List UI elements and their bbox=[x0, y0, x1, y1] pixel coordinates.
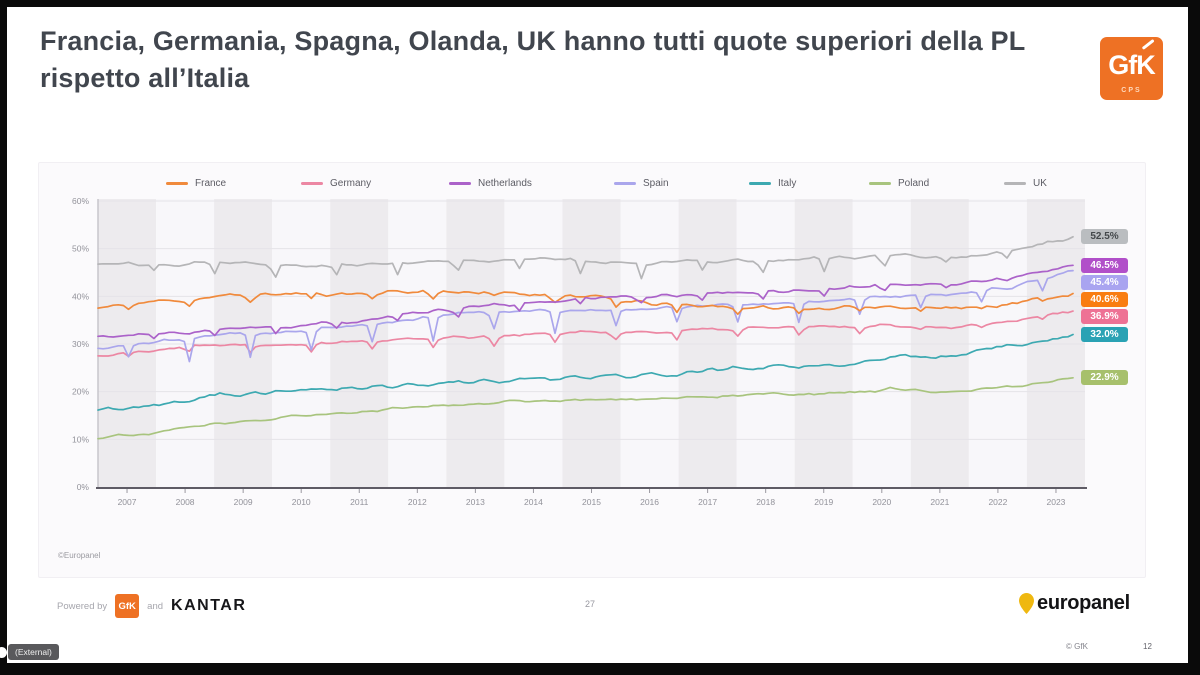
x-axis-tick-label: 2022 bbox=[988, 497, 1007, 507]
end-value-badge-netherlands: 46.5% bbox=[1081, 257, 1128, 273]
year-stripe bbox=[388, 199, 447, 487]
end-value-badge-spain: 45.4% bbox=[1081, 274, 1128, 290]
x-axis-tick-label: 2012 bbox=[408, 497, 427, 507]
y-axis-tick-label: 60% bbox=[72, 196, 89, 206]
y-axis-tick-label: 30% bbox=[72, 339, 89, 349]
legend-swatch-icon bbox=[166, 181, 188, 185]
legend-item-uk: UK bbox=[1004, 177, 1047, 189]
gfk-logo-accent-icon bbox=[1141, 38, 1155, 50]
legend-item-france: France bbox=[166, 177, 226, 189]
line-chart: 0% 10% 20% 30% 40% 50% 60% 2007 2008 2009 2010 2011… bbox=[72, 196, 1087, 507]
footer-powered-by: Powered by GfK and KANTAR bbox=[57, 593, 246, 619]
bottom-copyright: © GfK bbox=[1066, 642, 1088, 651]
year-stripe bbox=[736, 199, 795, 487]
legend-item-italy: Italy bbox=[749, 177, 796, 189]
chart-card: 0% 10% 20% 30% 40% 50% 60% 2007 2008 2009 2010 2011… bbox=[38, 162, 1146, 578]
end-value-badge-germany: 36.9% bbox=[1081, 308, 1128, 324]
x-axis-tick-label: 2016 bbox=[640, 497, 659, 507]
x-axis-tick-label: 2021 bbox=[930, 497, 949, 507]
y-axis-tick-label: 40% bbox=[72, 291, 89, 301]
legend-label: Netherlands bbox=[478, 177, 532, 189]
europanel-logo: europanel bbox=[1019, 592, 1130, 615]
legend-label: Poland bbox=[898, 177, 930, 189]
year-stripe bbox=[678, 199, 737, 487]
chart-copyright: ©Europanel bbox=[58, 551, 101, 560]
y-axis-tick-label: 10% bbox=[72, 434, 89, 444]
year-stripe bbox=[1026, 199, 1085, 487]
series-line-uk bbox=[97, 235, 1074, 280]
year-stripe bbox=[852, 199, 911, 487]
end-value-badge-france: 40.6% bbox=[1081, 291, 1128, 307]
x-axis-tick-label: 2013 bbox=[466, 497, 485, 507]
legend-item-germany: Germany bbox=[301, 177, 371, 189]
y-axis-tick-label: 20% bbox=[72, 387, 89, 397]
legend-label: France bbox=[195, 177, 227, 189]
y-axis-tick-label: 50% bbox=[72, 244, 89, 254]
legend-label: Spain bbox=[643, 177, 669, 189]
x-axis-tick-label: 2015 bbox=[582, 497, 601, 507]
legend-label: UK bbox=[1033, 177, 1047, 189]
end-value-badge-uk: 52.5% bbox=[1081, 229, 1128, 245]
legend-swatch-icon bbox=[869, 181, 891, 185]
legend-swatch-icon bbox=[301, 181, 323, 185]
year-stripe bbox=[910, 199, 969, 487]
legend-label: Germany bbox=[330, 177, 372, 189]
legend-item-spain: Spain bbox=[614, 177, 669, 189]
series-line-italy bbox=[97, 333, 1074, 411]
legend-swatch-icon bbox=[449, 181, 471, 185]
legend-label: Italy bbox=[778, 177, 797, 189]
external-meeting-badge[interactable]: (External) bbox=[8, 644, 59, 660]
and-label: and bbox=[147, 600, 164, 612]
x-axis-tick-label: 2017 bbox=[698, 497, 717, 507]
year-stripe bbox=[620, 199, 679, 487]
x-axis-tick-label: 2014 bbox=[524, 497, 543, 507]
x-axis-tick-label: 2023 bbox=[1047, 497, 1066, 507]
year-stripe bbox=[562, 199, 621, 487]
page-title: Francia, Germania, Spagna, Olanda, UK ha… bbox=[40, 26, 1025, 94]
x-axis-tick-label: 2008 bbox=[176, 497, 195, 507]
year-stripe bbox=[794, 199, 853, 487]
x-axis-tick-label: 2020 bbox=[872, 497, 891, 507]
year-stripe bbox=[504, 199, 563, 487]
powered-by-label: Powered by bbox=[57, 600, 108, 612]
year-stripe bbox=[968, 199, 1027, 487]
x-axis-tick-label: 2007 bbox=[118, 497, 137, 507]
series-line-spain bbox=[97, 269, 1074, 363]
slide-page-number: 27 bbox=[585, 599, 596, 609]
end-value-badge-poland: 22.9% bbox=[1081, 370, 1128, 386]
legend-item-poland: Poland bbox=[869, 177, 929, 189]
legend-swatch-icon bbox=[749, 181, 771, 185]
gfk-logo-subtext: CPS bbox=[1121, 87, 1142, 94]
x-axis-tick-label: 2010 bbox=[292, 497, 311, 507]
x-axis-tick-label: 2009 bbox=[234, 497, 253, 507]
meeting-status-dot bbox=[0, 647, 7, 658]
external-badge-label: (External) bbox=[15, 647, 52, 657]
europanel-logo-text: europanel bbox=[1037, 592, 1130, 614]
x-axis-tick-label: 2019 bbox=[814, 497, 833, 507]
kantar-logo: KANTAR bbox=[171, 597, 247, 614]
legend-swatch-icon bbox=[614, 181, 636, 185]
series-line-netherlands bbox=[97, 264, 1074, 340]
series-line-poland bbox=[97, 376, 1074, 440]
x-axis-tick-label: 2011 bbox=[350, 497, 369, 507]
legend-item-netherlands: Netherlands bbox=[449, 177, 532, 189]
end-value-badge-italy: 32.0% bbox=[1081, 326, 1128, 342]
legend-swatch-icon bbox=[1004, 181, 1026, 185]
gfk-mini-logo: GfK bbox=[115, 594, 140, 618]
europanel-pin-icon bbox=[1019, 593, 1034, 614]
gfk-logo: GfK CPS bbox=[1100, 37, 1163, 100]
year-stripe bbox=[214, 199, 273, 487]
x-axis-tick-label: 2018 bbox=[756, 497, 775, 507]
bottom-page-number: 12 bbox=[1143, 642, 1152, 651]
presentation-slide: Francia, Germania, Spagna, Olanda, UK ha… bbox=[7, 7, 1188, 663]
series-line-germany bbox=[97, 310, 1074, 358]
gfk-logo-text: GfK bbox=[1108, 50, 1156, 80]
y-axis-tick-label: 0% bbox=[77, 482, 90, 492]
